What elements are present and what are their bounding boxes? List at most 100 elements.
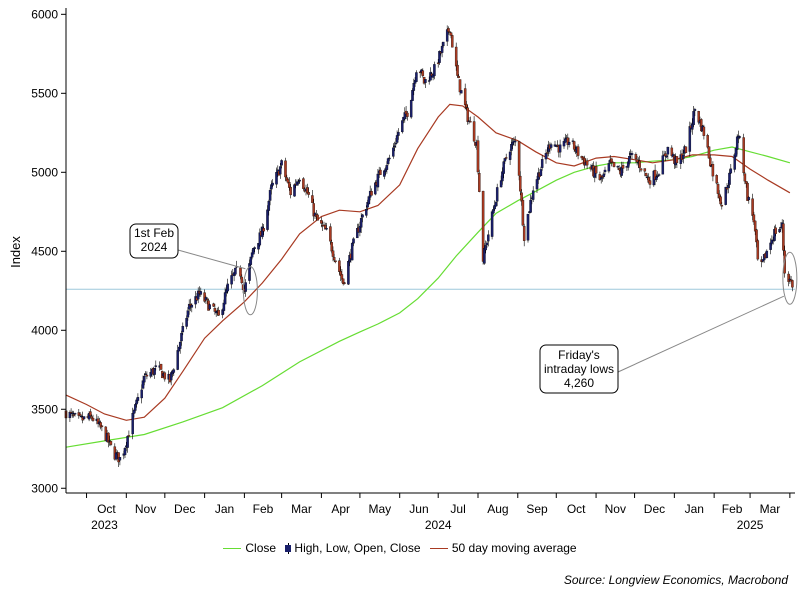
x-tick-label: Sep [526,502,548,516]
candle-body [531,190,535,200]
candle-body [367,196,371,205]
candle-body [230,275,233,285]
annotation-box-feb-2024 [129,223,179,259]
candle-body [720,205,724,207]
annotation-text-feb-2024: 2024 [141,240,168,254]
candle-body [312,203,315,217]
candle-body [388,157,391,160]
candle-body [483,248,486,264]
x-tick-label: Apr [331,502,350,516]
moving-average-layer [65,103,791,448]
candle-body [656,175,659,177]
annotation-text-lows: Friday's [558,348,600,362]
candle-body [297,181,300,184]
legend-label-moving-average: 50 day moving average [451,540,577,555]
legend-swatch-moving-average [429,548,448,550]
candle-body [522,226,526,241]
candle-body [73,413,77,415]
candle-body [458,79,462,93]
candle-body [374,182,377,195]
candle-body [539,169,543,176]
candle-body [370,191,373,196]
x-tick-label: Feb [253,502,274,516]
candle-body [490,211,494,237]
candle-body [393,145,396,148]
candle-body [616,166,620,168]
candle-body [735,136,739,150]
candle-body [341,278,345,285]
x-tick-label: Feb [722,502,743,516]
candle-body [293,184,296,197]
candle-body [409,99,413,118]
candle-body [456,64,459,76]
x-tick-label: Dec [644,502,665,516]
candle-body [508,151,512,160]
candle-body [774,227,777,234]
x-tick-label: Mar [760,502,781,516]
candle-body [350,242,354,261]
candle-body [343,282,346,284]
candle-body [154,365,158,367]
candle-body [751,198,754,216]
candle-body [89,411,92,416]
candle-body [316,214,319,221]
candle-body [212,303,215,307]
candle-body [186,310,190,318]
candle-body [199,291,203,295]
candle-body [78,413,82,416]
candle-body [549,144,553,148]
y-tick-label: 6000 [31,7,58,21]
x-tick-label: Jul [450,502,465,516]
candle-body [769,242,772,250]
candle-body [172,369,176,373]
y-axis-label: Index [8,236,23,268]
candle-body [684,146,688,153]
candle-body [517,141,521,176]
y-tick-label: 3500 [31,402,58,416]
y-tick-label: 5000 [31,165,58,179]
candle-body [415,72,418,82]
candle-body [556,144,559,147]
candle-body [778,229,781,233]
candle-body [504,157,508,159]
candle-body [178,341,182,349]
candle-body [519,175,522,192]
x-tick-label: Mar [291,502,312,516]
candle-body [729,168,733,174]
legend-swatch-candle [285,543,292,555]
candle-body [136,397,140,401]
candle-body [510,144,513,151]
legend-label-close: Close [245,540,277,555]
legend-item-moving-average: 50 day moving average [429,540,577,555]
candle-body [329,226,332,242]
candle-body [476,140,480,173]
candle-body [438,51,441,63]
annotation-text-lows: 4,260 [564,376,594,390]
candle-body [607,163,611,172]
x-tick-label: May [368,502,391,516]
candle-body [100,425,104,427]
candle-body [153,368,156,375]
candle-body [715,175,718,184]
candle-body [82,416,86,419]
candle-body [472,121,476,142]
candle-body [99,422,102,428]
candle-body [724,186,727,205]
candle-body [325,228,328,230]
candle-body [275,172,278,185]
candle-body [572,141,576,150]
candle-body [451,35,454,48]
candle-body [692,111,695,126]
candle-body [440,45,444,53]
candle-body [665,155,668,158]
candle-body [675,156,679,164]
candle-body [484,245,487,251]
candle-body [603,169,607,173]
candle-body [511,141,514,145]
candle-body [347,261,350,285]
candle-body [332,257,336,261]
candle-body [756,240,760,260]
candle-body [134,404,137,411]
candle-body [250,252,254,258]
candle-body [217,309,220,316]
